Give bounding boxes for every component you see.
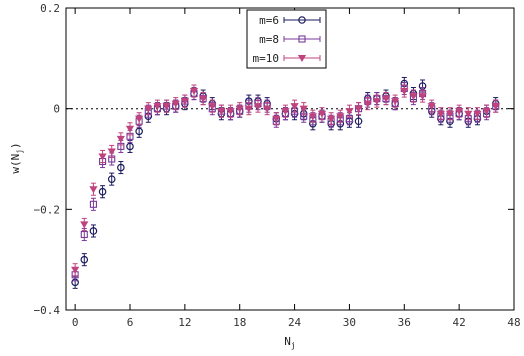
data-point [171,100,180,108]
data-point [455,108,464,116]
x-tick-label: 42 [453,316,466,329]
data-point [116,135,125,143]
data-point [208,103,217,111]
x-tick-label: 48 [507,316,520,329]
legend-label: m=8 [259,33,279,46]
data-point [299,105,308,113]
x-tick-label: 12 [178,316,191,329]
data-point [80,255,89,264]
data-point [107,175,116,183]
y-tick-label: 0 [53,103,60,116]
axis-ticks: 0 6 12 18 24 30 36 42 48 −0.4 −0.2 0 0.2 [34,2,521,329]
data-point [71,266,80,274]
data-point [244,105,253,113]
data-point [125,125,135,133]
data-point [281,108,290,116]
data-point [217,108,226,116]
data-point [345,108,354,116]
data-point [89,186,98,194]
data-point [290,103,299,111]
x-tick-label: 0 [72,316,79,329]
data-point [400,88,409,96]
data-point [336,113,345,121]
legend-marker [298,35,306,43]
data-point [473,110,482,118]
data-point [162,103,171,111]
data-point [98,187,107,196]
data-point [445,110,455,118]
data-point [409,93,418,101]
data-point [80,230,88,239]
x-tick-label: 6 [127,316,134,329]
data-point [144,105,153,113]
legend-label: m=6 [259,14,279,27]
legend-marker [297,55,307,62]
data-point [180,98,189,106]
data-point [491,103,500,111]
x-axis-label: Nj [284,335,295,350]
data-point [80,221,89,229]
data-point [464,110,473,118]
data-point [153,103,162,111]
y-axis-label: w(Nj) [9,142,24,173]
data-point [482,108,491,116]
data-point [263,105,272,113]
data-point [272,115,281,123]
series-layer [71,76,500,289]
x-tick-label: 36 [398,316,411,329]
data-point [199,95,208,103]
data-point [418,93,427,101]
data-point [253,103,263,111]
legend: m=6 m=8 m=10 [246,9,327,69]
x-tick-label: 30 [343,316,356,329]
data-point [126,142,134,151]
data-point [317,110,327,118]
data-point [135,127,143,136]
data-point [235,105,244,113]
data-point [189,88,199,96]
legend-label: m=10 [253,52,280,65]
legend-marker [298,16,306,24]
data-point [354,105,363,113]
y-tick-label: −0.4 [34,304,61,317]
data-point [427,103,436,111]
data-point [436,110,445,118]
data-point [135,115,144,123]
legend-items: m=6 m=8 m=10 [253,14,321,65]
data-point [381,95,391,103]
data-point [226,108,235,116]
data-point [117,163,125,172]
data-point [89,200,97,208]
data-point [308,113,317,121]
data-point [327,115,336,123]
y-tick-label: −0.2 [34,203,61,216]
plot-frame [65,7,515,311]
data-point [372,98,381,106]
data-point [89,227,98,235]
series-m=10 [71,84,500,277]
data-point [354,117,363,126]
y-tick-label: 0.2 [40,2,60,15]
data-point [98,153,107,161]
x-tick-label: 24 [288,316,302,329]
data-point [107,148,116,156]
x-tick-label: 18 [233,316,246,329]
data-point [391,98,400,106]
data-point [363,100,372,108]
